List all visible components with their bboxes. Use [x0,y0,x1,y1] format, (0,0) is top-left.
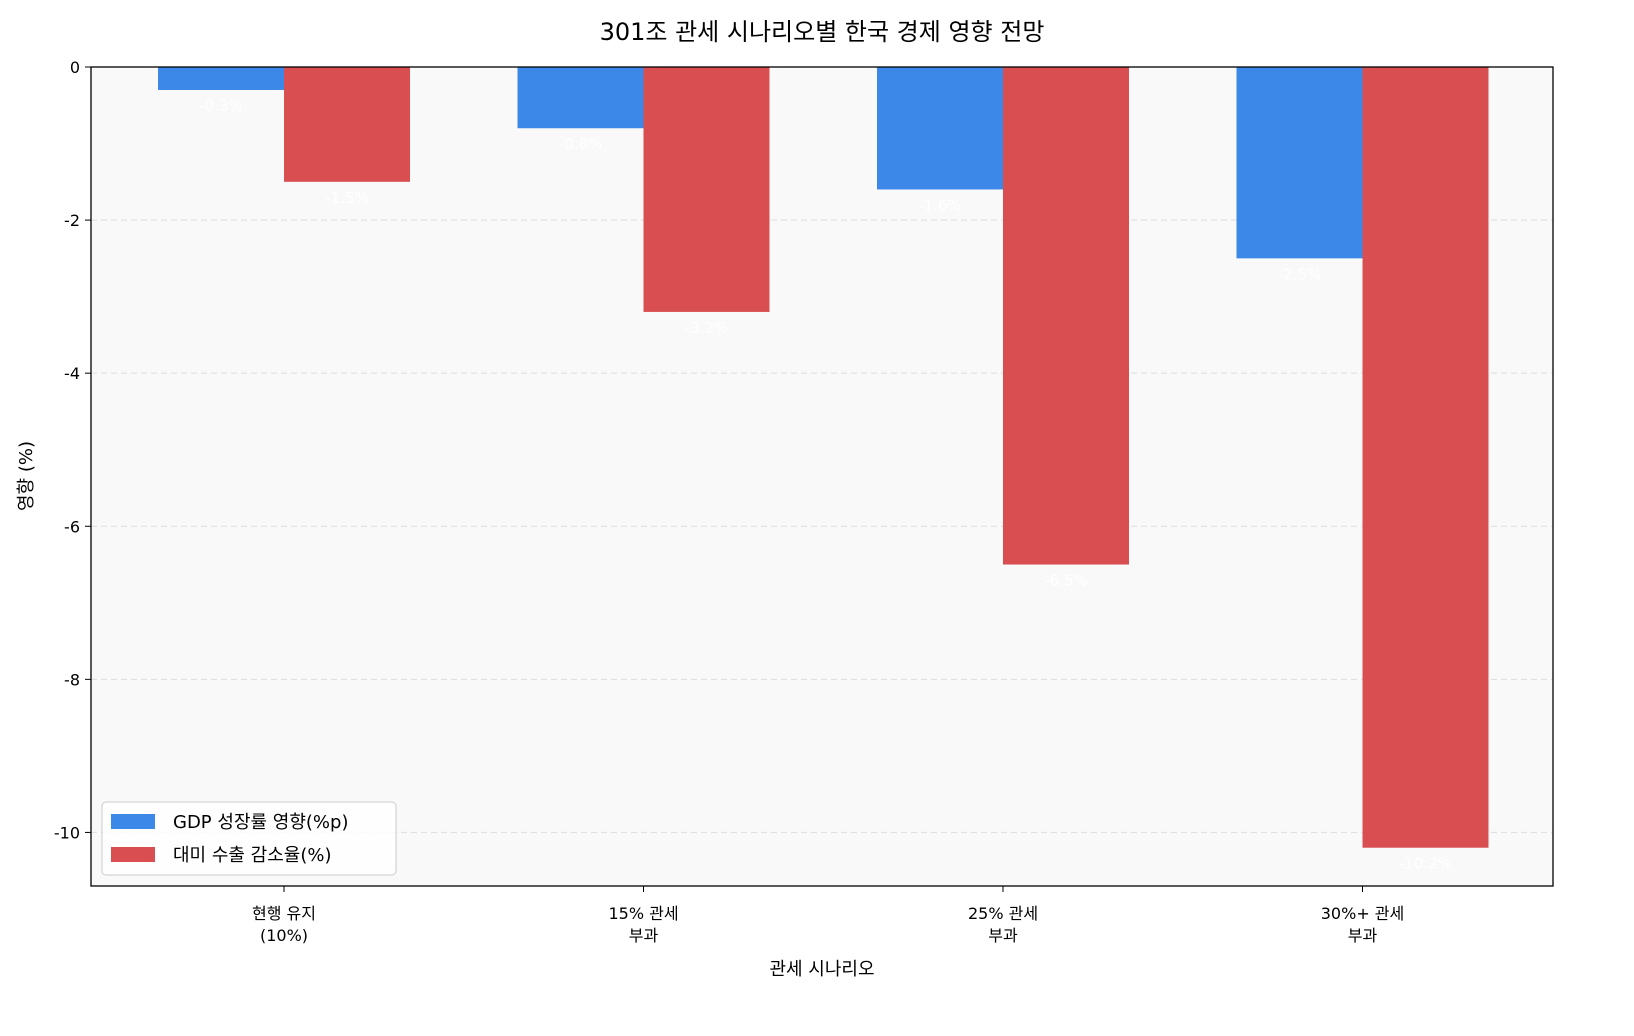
data-label: -3.2% [685,319,729,337]
y-tick-label: -4 [64,364,80,383]
x-tick-label: 부과 [988,926,1018,945]
data-label: -2.5% [1278,265,1322,283]
x-tick-label: 부과 [629,926,659,945]
legend-label-export: 대미 수출 감소율(%) [173,845,332,866]
x-tick-label: 부과 [1348,926,1378,945]
legend-label-gdp: GDP 성장률 영향(%p) [173,812,348,833]
legend-swatch-gdp [111,814,155,829]
bar-export [1003,67,1129,565]
x-tick-label: 현행 유지 [252,904,316,923]
y-tick-label: 0 [70,58,80,77]
data-label: -1.6% [918,196,962,214]
x-axis-label: 관세 시나리오 [769,959,874,980]
y-axis-label: 영향 (%) [16,441,37,511]
plot-frame [90,66,1554,887]
bar-export [284,67,410,182]
bar-gdp [517,67,644,129]
chart-title: 301조 관세 시나리오별 한국 경제 영향 전망 [600,18,1045,46]
data-label: -6.5% [1044,572,1088,590]
x-tick-label: (10%) [260,926,308,945]
legend-box [101,801,397,876]
bar-gdp [1236,67,1363,259]
data-label: -0.8% [559,135,603,153]
legend-swatch-export [111,847,155,862]
y-tick-label: -8 [64,670,80,689]
bar-gdp [877,67,1003,190]
x-tick-label: 15% 관세 [608,904,678,923]
legend: GDP 성장률 영향(%p) 대미 수출 감소율(%) [101,801,397,876]
bar-export [643,67,770,312]
data-label: -1.5% [325,189,369,207]
data-label: -10.2% [1399,855,1452,873]
y-tick-label: -2 [64,211,80,230]
bar-export [1362,67,1489,848]
bar-gdp [158,67,284,90]
x-tick-label: 25% 관세 [968,904,1038,923]
y-tick-label: -10 [54,823,80,842]
data-label: -0.3% [199,97,243,115]
y-tick-label: -6 [64,517,80,536]
x-tick-label: 30%+ 관세 [1321,904,1405,923]
